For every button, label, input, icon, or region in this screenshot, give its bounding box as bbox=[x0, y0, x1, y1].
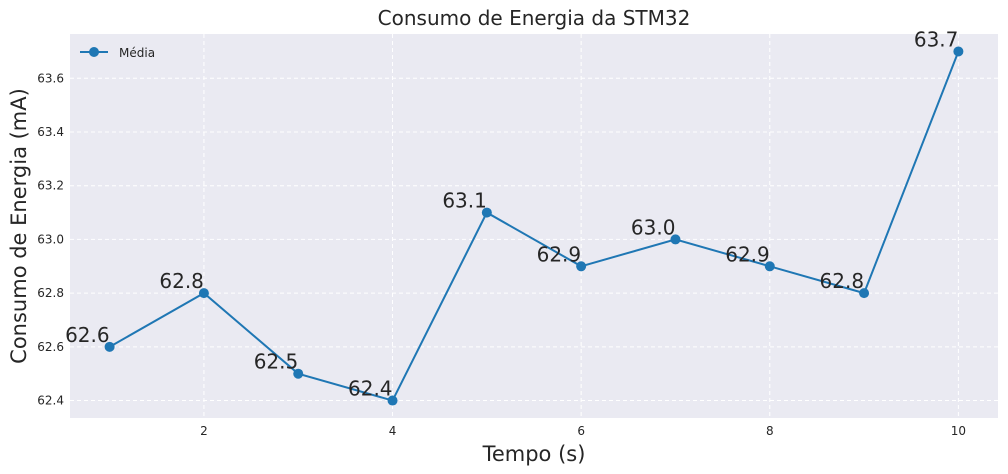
legend-marker bbox=[89, 47, 99, 57]
data-label: 62.6 bbox=[65, 323, 110, 347]
x-tick-label: 10 bbox=[951, 424, 966, 438]
chart-title: Consumo de Energia da STM32 bbox=[378, 6, 691, 30]
data-label: 63.0 bbox=[631, 215, 676, 239]
data-label: 62.9 bbox=[725, 242, 770, 266]
data-label: 63.1 bbox=[442, 189, 487, 213]
data-point bbox=[198, 288, 209, 299]
x-axis-title: Tempo (s) bbox=[482, 442, 586, 466]
legend: Média bbox=[80, 46, 155, 60]
grid-lines bbox=[70, 34, 998, 418]
y-tick-label: 63.0 bbox=[37, 232, 64, 246]
data-label: 62.8 bbox=[159, 269, 204, 293]
y-tick-label: 62.4 bbox=[37, 394, 64, 408]
data-point bbox=[293, 368, 304, 379]
data-point bbox=[670, 234, 681, 245]
data-point bbox=[481, 207, 492, 218]
x-tick-label: 4 bbox=[389, 424, 397, 438]
data-point bbox=[859, 288, 870, 299]
series-line bbox=[109, 51, 960, 402]
y-tick-label: 63.4 bbox=[37, 125, 64, 139]
series-layer bbox=[104, 46, 964, 406]
legend-label: Média bbox=[119, 46, 155, 60]
data-point bbox=[576, 261, 587, 272]
x-tick-labels: 2 4 6 8 10 bbox=[200, 424, 966, 438]
y-tick-label: 62.8 bbox=[37, 286, 64, 300]
data-label: 62.4 bbox=[348, 377, 393, 401]
y-tick-label: 63.2 bbox=[37, 179, 64, 193]
data-point bbox=[387, 395, 398, 406]
y-tick-label: 62.6 bbox=[37, 340, 64, 354]
data-label: 63.7 bbox=[914, 27, 959, 51]
data-label: 62.8 bbox=[820, 269, 865, 293]
data-labels: 62.6 62.8 62.5 62.4 63.1 62.9 63.0 62.9 62.8 63.7 bbox=[65, 27, 958, 400]
data-point bbox=[764, 261, 775, 272]
x-tick-label: 8 bbox=[766, 424, 774, 438]
data-point bbox=[104, 341, 115, 352]
data-label: 62.9 bbox=[537, 242, 582, 266]
y-tick-labels: 62.4 62.6 62.8 63.0 63.2 63.4 63.6 bbox=[37, 71, 64, 407]
data-point bbox=[953, 46, 964, 57]
data-label: 62.5 bbox=[254, 350, 299, 374]
x-tick-label: 2 bbox=[200, 424, 208, 438]
y-axis-title: Consumo de Energia (mA) bbox=[7, 88, 31, 364]
y-tick-label: 63.6 bbox=[37, 71, 64, 85]
plot-area bbox=[70, 34, 998, 418]
x-tick-label: 6 bbox=[577, 424, 585, 438]
